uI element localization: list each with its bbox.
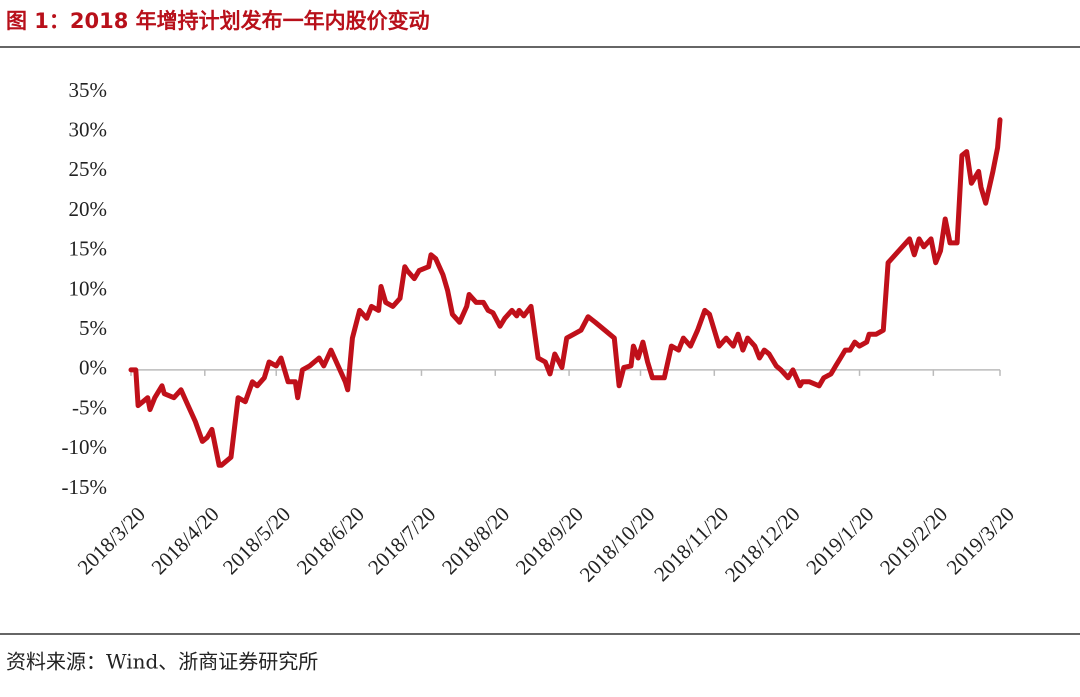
y-tick-label: 25% <box>69 157 108 181</box>
x-tick-label: 2018/5/20 <box>218 502 295 579</box>
y-tick-label: 0% <box>79 356 107 380</box>
y-tick-label: 5% <box>79 316 107 340</box>
x-tick-label: 2018/10/20 <box>575 502 660 587</box>
chart-title: 图 1：2018 年增持计划发布一年内股价变动 <box>6 9 430 33</box>
x-tick-label: 2018/8/20 <box>437 502 514 579</box>
x-tick-label: 2019/1/20 <box>801 502 878 579</box>
data-line <box>128 117 1003 468</box>
x-tick-label: 2018/3/20 <box>73 502 150 579</box>
y-tick-label: -5% <box>72 395 107 419</box>
x-tick-label: 2018/7/20 <box>363 502 440 579</box>
y-tick-label: 15% <box>69 237 108 261</box>
source-note: 资料来源：Wind、浙商证券研究所 <box>6 650 318 674</box>
y-tick-label: 10% <box>69 276 108 300</box>
y-tick-label: 20% <box>69 197 108 221</box>
y-tick-label: -15% <box>62 475 108 499</box>
x-tick-label: 2019/3/20 <box>942 502 1019 579</box>
x-tick-label: 2018/4/20 <box>147 502 224 579</box>
x-tick-label: 2018/6/20 <box>292 502 369 579</box>
x-tick-label: 2019/2/20 <box>875 502 952 579</box>
y-tick-label: 30% <box>69 118 108 142</box>
x-tick-label: 2018/11/20 <box>649 502 733 586</box>
y-tick-label: -10% <box>62 435 108 459</box>
x-tick-label: 2018/12/20 <box>720 502 805 587</box>
y-tick-label: 35% <box>69 78 108 102</box>
